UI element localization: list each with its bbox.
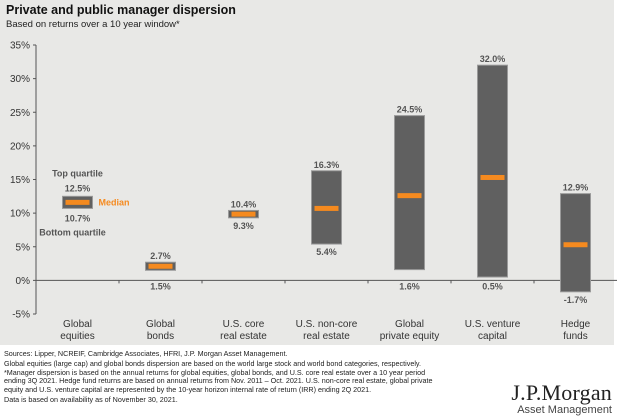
y-tick-label: 0% bbox=[16, 276, 31, 287]
legend-top-value: 12.5% bbox=[65, 183, 91, 193]
chart-footer: Sources: Lipper, NCREIF, Cambridge Assoc… bbox=[4, 349, 444, 406]
x-category-label-line: Global bbox=[63, 319, 92, 330]
median-marker bbox=[231, 211, 256, 217]
x-category-label-line: equities bbox=[60, 331, 94, 342]
sources-text: Sources: Lipper, NCREIF, Cambridge Assoc… bbox=[4, 349, 288, 358]
legend-bottom-quartile-label: Bottom quartile bbox=[39, 227, 106, 237]
logo-subtitle: Asset Management bbox=[517, 404, 612, 416]
x-category-label: Hedge funds bbox=[561, 319, 591, 342]
availability-note: Data is based on availability as of Nove… bbox=[4, 395, 178, 405]
x-category-label: Global equities bbox=[60, 319, 94, 342]
chart-subtitle: Based on returns over a 10 year window* bbox=[6, 19, 180, 30]
x-category-label: Global bonds bbox=[146, 319, 175, 342]
chart-panel: Private and public manager dispersion Ba… bbox=[0, 0, 614, 345]
median-marker bbox=[563, 242, 588, 248]
y-tick-label: 30% bbox=[10, 74, 30, 85]
x-category-label-line: Global bbox=[146, 319, 175, 330]
x-category-label-line: U.S. core bbox=[223, 319, 265, 330]
x-category-label: U.S. non-core real estate bbox=[296, 319, 358, 342]
legend-median-label: Median bbox=[99, 197, 130, 207]
top-quartile-label: 12.9% bbox=[563, 183, 589, 193]
top-quartile-label: 32.0% bbox=[480, 54, 506, 64]
top-quartile-label: 16.3% bbox=[314, 160, 340, 170]
x-category-label: U.S. core real estate bbox=[220, 319, 267, 342]
x-category-label-line: U.S. non-core bbox=[296, 319, 358, 330]
range-bars: 2.7% 1.5% 10.4% 9.3% 16.3% 5.4% 24.5% 1.6% 32.0%… bbox=[62, 54, 591, 305]
range-bar bbox=[394, 115, 425, 271]
logo-wordmark: J.P.Morgan bbox=[511, 380, 612, 405]
legend-top-quartile-label: Top quartile bbox=[52, 168, 103, 178]
x-category-label: Global private equity bbox=[380, 319, 439, 342]
bottom-quartile-label: 0.5% bbox=[482, 281, 503, 291]
bottom-quartile-label: 1.5% bbox=[150, 281, 171, 291]
x-category-label-line: capital bbox=[478, 331, 507, 342]
dispersion-chart: -5%0%5%10%15%20%25%30%35% Global equities… bbox=[10, 41, 617, 342]
y-tick-label: 35% bbox=[10, 41, 30, 52]
bottom-quartile-label: 5.4% bbox=[316, 247, 337, 257]
median-marker bbox=[148, 263, 173, 269]
y-tick-label: 5% bbox=[16, 242, 31, 253]
y-tick-label: 15% bbox=[10, 175, 30, 186]
x-category-label-line: private equity bbox=[380, 331, 439, 342]
inline-legend: Top quartile 12.5% Median 10.7% Bottom quart… bbox=[39, 168, 129, 237]
jpmorgan-logo: J.P.Morgan Asset Management bbox=[511, 382, 612, 417]
median-marker bbox=[397, 193, 422, 199]
x-category-label-line: real estate bbox=[303, 331, 350, 342]
top-quartile-label: 10.4% bbox=[231, 199, 257, 209]
bottom-quartile-label: 9.3% bbox=[233, 221, 254, 231]
y-tick-label: 25% bbox=[10, 108, 30, 119]
bottom-quartile-label: 1.6% bbox=[399, 281, 420, 291]
median-marker bbox=[65, 199, 90, 205]
x-category-label-line: bonds bbox=[147, 331, 174, 342]
top-quartile-label: 24.5% bbox=[397, 105, 423, 115]
y-tick-label: 10% bbox=[10, 209, 30, 220]
top-quartile-label: 2.7% bbox=[150, 251, 171, 261]
methodology-note: Global equities (large cap) and global b… bbox=[4, 359, 433, 394]
median-marker bbox=[480, 174, 505, 180]
bottom-quartile-label: -1.7% bbox=[564, 295, 588, 305]
x-category-label-line: Hedge bbox=[561, 319, 591, 330]
x-category-label-line: Global bbox=[395, 319, 424, 330]
x-category-label: U.S. venture capital bbox=[465, 319, 521, 342]
y-tick-label: 20% bbox=[10, 141, 30, 152]
x-category-label-line: real estate bbox=[220, 331, 267, 342]
x-category-label-line: U.S. venture bbox=[465, 319, 521, 330]
median-marker bbox=[314, 205, 339, 211]
range-bar bbox=[477, 64, 508, 278]
x-category-label-line: funds bbox=[563, 331, 587, 342]
legend-bottom-value: 10.7% bbox=[65, 213, 91, 223]
chart-title: Private and public manager dispersion bbox=[6, 3, 236, 17]
y-tick-label: -5% bbox=[12, 310, 30, 321]
y-axis: -5% 0% 5% 10% 15% 20% 25% 30% 35% bbox=[10, 41, 37, 321]
